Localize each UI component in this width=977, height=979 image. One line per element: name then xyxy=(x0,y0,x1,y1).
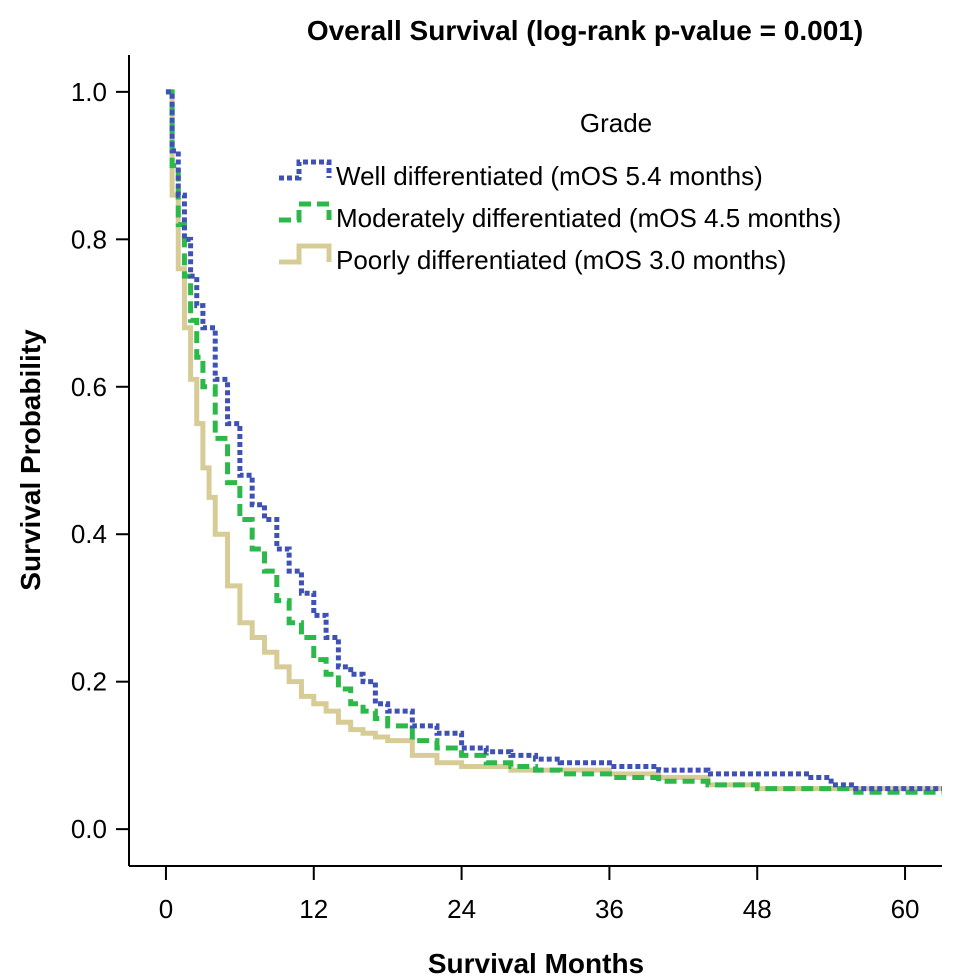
y-tick-label: 0.4 xyxy=(71,519,107,549)
chart-title: Overall Survival (log-rank p-value = 0.0… xyxy=(307,15,863,46)
legend-swatch-1 xyxy=(279,201,332,223)
y-tick-label: 0.0 xyxy=(71,814,107,844)
series-layer xyxy=(165,89,942,795)
x-tick-label: 24 xyxy=(447,894,476,924)
x-ticks: 0 12 24 36 48 60 xyxy=(159,866,920,924)
y-tick-label: 0.6 xyxy=(71,372,107,402)
x-axis-label: Survival Months xyxy=(428,948,644,979)
legend-swatch-0 xyxy=(279,159,332,181)
series-line-1 xyxy=(165,89,942,795)
legend-title: Grade xyxy=(580,108,652,138)
legend-label-0: Well differentiated (mOS 5.4 months) xyxy=(336,161,763,191)
legend-swatch-2 xyxy=(279,243,332,265)
series-line-2 xyxy=(165,89,942,792)
x-tick-label: 12 xyxy=(299,894,328,924)
y-ticks: 0.0 0.2 0.4 0.6 0.8 1.0 xyxy=(71,77,129,844)
y-tick-label: 1.0 xyxy=(71,77,107,107)
legend: Grade Well differentiated (mOS 5.4 month… xyxy=(279,108,841,275)
x-tick-label: 36 xyxy=(595,894,624,924)
x-tick-label: 0 xyxy=(159,894,173,924)
series-line-0 xyxy=(165,89,942,792)
y-tick-label: 0.2 xyxy=(71,667,107,697)
y-tick-label: 0.8 xyxy=(71,224,107,254)
x-tick-label: 48 xyxy=(743,894,772,924)
y-axis-label: Survival Probability xyxy=(15,329,46,591)
legend-label-1: Moderately differentiated (mOS 4.5 month… xyxy=(336,203,841,233)
legend-label-2: Poorly differentiated (mOS 3.0 months) xyxy=(336,245,786,275)
x-tick-label: 60 xyxy=(891,894,920,924)
